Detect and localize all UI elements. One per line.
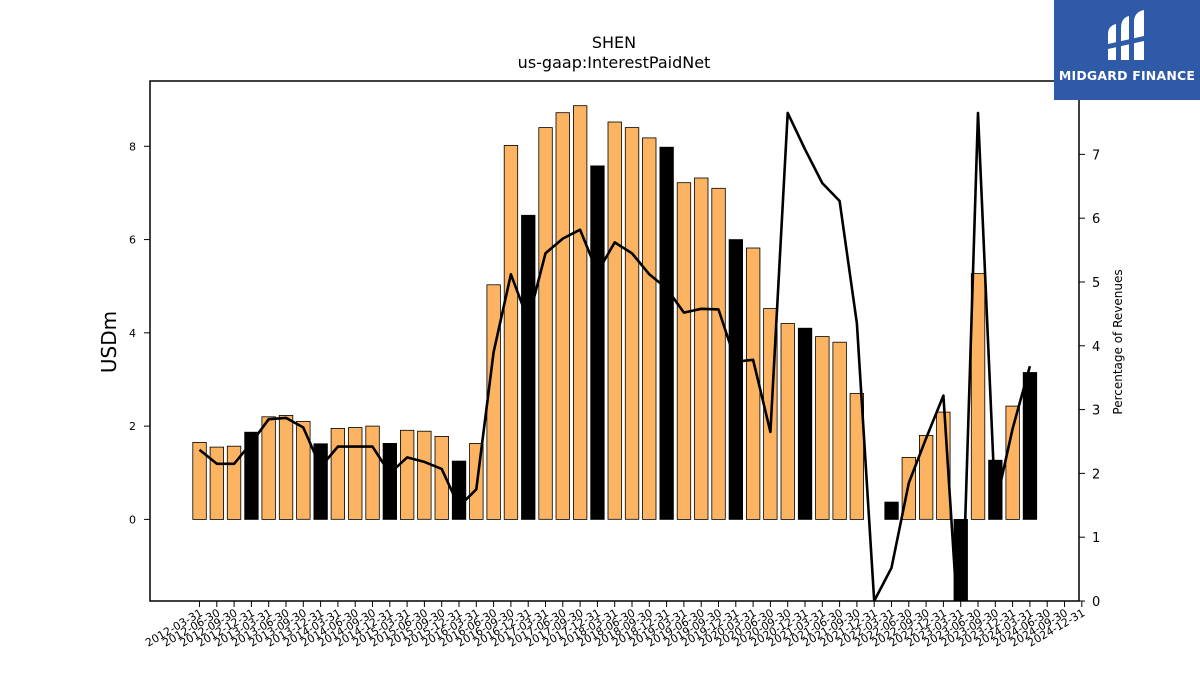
bar-2015-12-31: [451, 460, 467, 520]
bar-2023-12-31: [1005, 405, 1020, 520]
y2-tick-label: 0: [1092, 595, 1100, 610]
y-tick-label: 2: [129, 420, 136, 433]
bar-2014-06-30: [348, 427, 363, 520]
bar-2019-06-30: [694, 177, 709, 520]
bar-2018-12-31: [659, 146, 674, 520]
bar-2016-09-30: [503, 144, 519, 520]
y-tick-label: 8: [129, 140, 136, 153]
logo-text: MIDGARD FINANCE: [1058, 68, 1196, 83]
bar-2024-03-31: [1022, 372, 1038, 520]
bar-2015-06-30: [417, 430, 432, 520]
bar-2017-12-31: [590, 165, 605, 520]
bar-2012-06-30: [209, 446, 225, 520]
bar-2014-12-31: [382, 442, 398, 520]
bar-2016-06-30: [486, 284, 501, 520]
y2-axis-label: Percentage of Revenues: [1111, 269, 1125, 414]
bar-2013-06-30: [278, 414, 294, 520]
y-axis-label: USDm: [97, 311, 121, 373]
x-axis: 2012-03-312012-06-302012-09-302012-12-31…: [143, 601, 1087, 650]
bar-2012-03-31: [192, 441, 207, 520]
bar-2019-03-31: [676, 182, 692, 520]
bar-2013-03-31: [261, 416, 276, 520]
bar-2020-09-30: [780, 323, 795, 520]
y2-tick-label: 4: [1092, 340, 1100, 355]
y-tick-label: 0: [129, 513, 136, 526]
bar-2015-09-30: [434, 435, 449, 520]
line-layer: [198, 111, 1032, 601]
bar-2021-09-30: [849, 393, 864, 520]
y2-tick-label: 5: [1092, 276, 1100, 291]
y2-tick-label: 6: [1092, 212, 1100, 227]
bar-2019-09-30: [711, 187, 726, 520]
bar-2015-03-31: [399, 429, 415, 520]
bar-2017-03-31: [538, 127, 553, 520]
chart-subtitle: us-gaap:InterestPaidNet: [518, 53, 711, 72]
bar-2020-12-31: [797, 327, 813, 520]
y-tick-label: 6: [129, 234, 136, 247]
chart-title: SHEN: [592, 33, 636, 52]
bar-2018-06-30: [624, 127, 640, 520]
bars-layer: [192, 105, 1038, 602]
revenue-percentage-line: [198, 111, 1032, 601]
bar-2017-06-30: [555, 112, 570, 520]
bar-2021-03-31: [815, 336, 830, 520]
y-tick-label: 4: [129, 327, 136, 340]
bar-2022-03-31: [884, 501, 899, 520]
bar-2014-09-30: [365, 425, 380, 520]
y-axis-left: 0 2 4 6 8: [129, 140, 150, 526]
y2-tick-label: 1: [1092, 531, 1100, 546]
bar-2012-12-31: [244, 431, 259, 520]
bar-2021-06-30: [832, 341, 847, 520]
bar-2019-12-31: [728, 239, 743, 520]
bar-2013-09-30: [296, 420, 311, 520]
logo-mark-icon: [1108, 10, 1144, 60]
bar-2017-09-30: [573, 105, 588, 520]
bar-2016-12-31: [521, 214, 536, 520]
bar-2018-09-30: [642, 137, 657, 520]
y2-tick-label: 2: [1092, 467, 1100, 482]
y2-tick-label: 7: [1092, 148, 1100, 163]
y2-tick-label: 3: [1092, 404, 1100, 419]
bar-2014-03-31: [330, 427, 346, 520]
brand-logo: MIDGARD FINANCE: [1054, 0, 1200, 100]
bar-2018-03-31: [607, 121, 622, 520]
y-axis-right: 0 1 2 3 4 5 6 7: [1079, 148, 1100, 610]
bar-2023-06-30: [970, 273, 986, 520]
